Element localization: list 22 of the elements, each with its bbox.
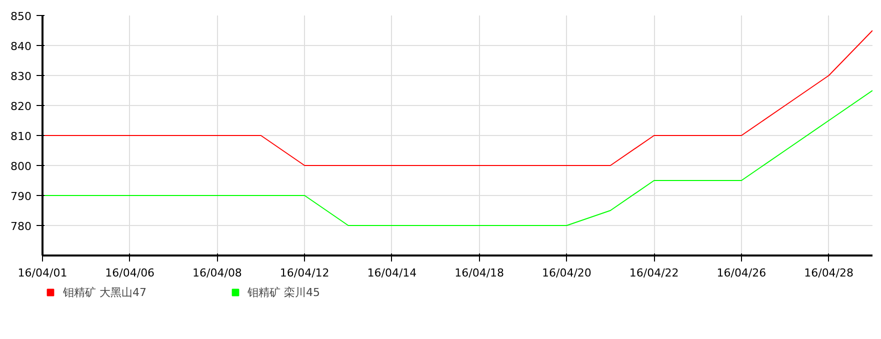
y-tick-label: 850 bbox=[10, 10, 32, 23]
y-tick-label: 780 bbox=[10, 220, 32, 233]
x-tick-label: 16/04/26 bbox=[716, 266, 766, 280]
x-tick-label: 16/04/14 bbox=[367, 266, 417, 280]
legend-label: 钼精矿 大黑山47 bbox=[63, 284, 146, 300]
x-tick-label: 16/04/12 bbox=[280, 266, 330, 280]
line-series bbox=[42, 30, 872, 166]
y-tick-label: 810 bbox=[10, 130, 32, 143]
line-series bbox=[42, 90, 872, 226]
y-tick-label: 840 bbox=[10, 40, 32, 53]
legend-label: 钼精矿 栾川45 bbox=[248, 284, 320, 300]
y-tick-label: 790 bbox=[10, 190, 32, 203]
y-tick-label: 830 bbox=[10, 70, 32, 83]
y-tick-label: 800 bbox=[10, 160, 32, 173]
x-tick-label: 16/04/22 bbox=[629, 266, 679, 280]
x-tick-label: 16/04/08 bbox=[192, 266, 242, 280]
x-tick-label: 16/04/20 bbox=[542, 266, 592, 280]
y-tick-label: 820 bbox=[10, 100, 32, 113]
x-tick-label: 16/04/01 bbox=[18, 266, 68, 280]
x-tick-label: 16/04/18 bbox=[454, 266, 504, 280]
x-tick-label: 16/04/06 bbox=[105, 266, 155, 280]
x-tick-label: 16/04/28 bbox=[804, 266, 854, 280]
